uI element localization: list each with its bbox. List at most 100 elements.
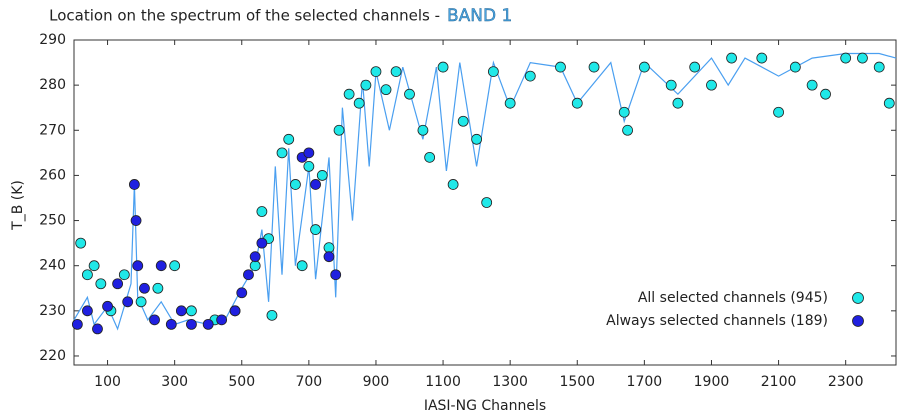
plot-frame (73, 39, 897, 366)
y-axis-label: T_B (K) (10, 180, 26, 231)
channel-point (290, 179, 301, 190)
legend-label: Always selected channels (189) (606, 313, 828, 329)
channel-point (202, 318, 214, 330)
x-tick-label: 700 (295, 374, 322, 390)
y-tick-label: 220 (39, 348, 66, 364)
spectrum-line (73, 52, 897, 331)
y-tick-label: 280 (39, 77, 66, 93)
channel-point (249, 260, 261, 272)
legend-marker (852, 315, 864, 327)
channel-point (323, 242, 335, 254)
channel-point (380, 84, 392, 96)
channel-point (471, 133, 483, 145)
channel-point (773, 106, 784, 118)
channel-point (353, 97, 365, 109)
channel-point (71, 318, 83, 330)
y-tick-label: 270 (39, 122, 66, 138)
x-tick-label: 100 (94, 374, 121, 390)
channel-point (404, 88, 415, 100)
channel-point (276, 147, 288, 159)
channel-point (82, 305, 93, 317)
chart-title: Location on the spectrum of the selected… (49, 7, 440, 25)
x-tick-label: 1500 (559, 374, 595, 390)
y-tick-label: 240 (39, 258, 66, 274)
channel-point (256, 206, 268, 217)
x-tick-label: 1900 (694, 374, 730, 390)
channel-point (417, 124, 429, 136)
channel-point (155, 260, 167, 272)
channel-point (504, 97, 516, 109)
channel-point (638, 61, 650, 73)
channel-point (310, 224, 321, 235)
legend-label: All selected channels (945) (638, 290, 828, 306)
x-tick-label: 500 (228, 374, 255, 390)
x-tick-label: 1700 (627, 374, 663, 390)
channel-point (135, 296, 147, 308)
channel-point (333, 124, 345, 136)
channel-point (571, 97, 583, 109)
y-tick-label: 290 (39, 32, 66, 48)
channel-point (840, 52, 852, 64)
channel-point (296, 260, 308, 272)
channel-point (588, 61, 600, 73)
channel-point (689, 61, 701, 73)
legend-marker (852, 292, 864, 304)
channel-point (524, 70, 536, 82)
channel-point (618, 106, 630, 118)
channel-point (756, 52, 768, 64)
x-axis-label: IASI-NG Channels (424, 398, 546, 414)
channel-point (243, 269, 254, 281)
channel-point (92, 323, 103, 335)
channel-point (118, 269, 130, 281)
channel-point (622, 124, 633, 136)
channel-point (283, 133, 295, 145)
x-tick-label: 1300 (492, 374, 528, 390)
channel-point (806, 79, 818, 91)
channel-point (128, 179, 140, 190)
channel-point (370, 66, 382, 77)
channel-point (249, 251, 261, 263)
x-tick-label: 1100 (425, 374, 461, 390)
channel-point (323, 251, 335, 263)
channel-point (149, 314, 160, 326)
channel-point (310, 179, 321, 190)
channel-point (186, 318, 197, 330)
channel-point (873, 61, 885, 73)
channel-point (457, 115, 469, 127)
channel-point (169, 260, 181, 272)
channel-point (88, 260, 100, 272)
x-tick-label: 2300 (828, 374, 864, 390)
channel-point (82, 269, 93, 281)
channel-point (789, 61, 801, 73)
channel-point (256, 237, 268, 249)
channel-point (424, 151, 436, 163)
x-tick-label: 900 (363, 374, 390, 390)
channel-point (360, 79, 372, 91)
channel-point (165, 318, 177, 330)
channel-point (883, 97, 895, 109)
channel-point (330, 269, 342, 281)
channel-point (266, 309, 278, 321)
channel-point (437, 61, 449, 73)
channel-point (303, 147, 315, 159)
channel-point (447, 179, 459, 190)
channel-point (820, 88, 831, 100)
channel-point (102, 300, 113, 312)
channel-point (95, 278, 107, 290)
x-tick-label: 300 (161, 374, 188, 390)
y-tick-label: 230 (39, 303, 66, 319)
channel-point (216, 314, 228, 326)
channel-point (665, 79, 677, 91)
channel-point (726, 52, 737, 64)
channel-point (343, 88, 355, 100)
channel-point (139, 282, 150, 294)
x-tick-label: 2100 (761, 374, 797, 390)
channel-point (236, 287, 248, 299)
y-tick-label: 250 (39, 213, 66, 229)
channel-point (132, 260, 144, 272)
channel-point (175, 305, 187, 317)
y-tick-label: 260 (39, 167, 66, 183)
channel-point (390, 66, 402, 77)
channel-point (481, 197, 493, 208)
